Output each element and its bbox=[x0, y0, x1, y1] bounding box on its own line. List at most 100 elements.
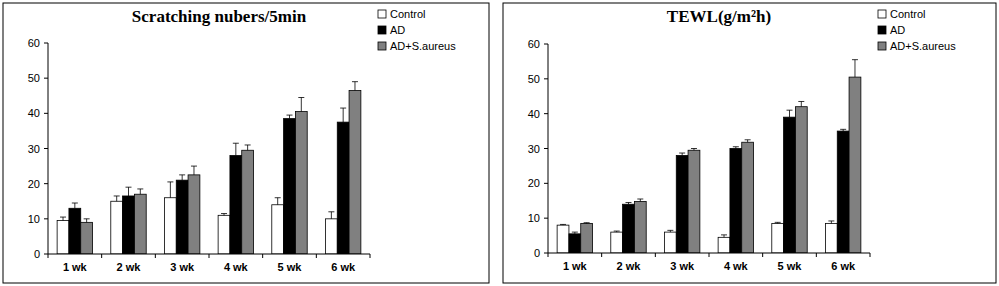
y-axis bbox=[48, 43, 49, 254]
y-tick-label: 0 bbox=[34, 248, 40, 260]
error-bar bbox=[167, 182, 173, 198]
legend-label: AD+S.aureus bbox=[390, 40, 456, 52]
legend-label: Control bbox=[390, 8, 425, 20]
bar bbox=[557, 225, 569, 253]
x-tick-label: 2 wk bbox=[117, 261, 142, 273]
legend-swatch bbox=[878, 10, 886, 18]
y-tick bbox=[44, 254, 48, 255]
bar bbox=[284, 119, 296, 254]
bar bbox=[676, 155, 688, 253]
bar bbox=[337, 122, 349, 254]
y-tick bbox=[544, 148, 548, 149]
x-tick bbox=[316, 254, 317, 258]
x-tick-label: 4 wk bbox=[724, 260, 749, 272]
chart-frame bbox=[503, 3, 996, 283]
bar bbox=[57, 221, 69, 254]
bar bbox=[230, 156, 242, 254]
x-tick bbox=[762, 253, 763, 257]
bar bbox=[581, 223, 593, 253]
y-tick-label: 40 bbox=[528, 108, 540, 120]
y-tick bbox=[44, 43, 48, 44]
legend-swatch bbox=[378, 10, 386, 18]
error-bar bbox=[114, 196, 120, 201]
y-tick-label: 20 bbox=[528, 177, 540, 189]
chart-frame bbox=[3, 3, 489, 283]
bar bbox=[81, 222, 93, 254]
legend-label: AD+S.aureus bbox=[890, 40, 956, 52]
x-tick bbox=[655, 253, 656, 257]
x-tick-label: 1 wk bbox=[563, 260, 588, 272]
x-tick-label: 4 wk bbox=[224, 261, 249, 273]
x-tick-label: 5 wk bbox=[778, 260, 803, 272]
error-bar bbox=[775, 222, 781, 223]
legend-swatch bbox=[878, 42, 886, 50]
error-bar bbox=[352, 82, 358, 91]
error-bar bbox=[560, 224, 566, 226]
x-tick bbox=[262, 254, 263, 258]
y-tick bbox=[544, 78, 548, 79]
legend-swatch bbox=[378, 42, 386, 50]
title: Scratching nubers/5min bbox=[132, 7, 307, 26]
bar bbox=[188, 175, 200, 254]
bar bbox=[784, 117, 796, 253]
bar bbox=[272, 205, 284, 254]
error-bar bbox=[721, 235, 727, 237]
chart: TEWL(g/m²h)01020304050601 wk2 wk3 wk4 wk… bbox=[503, 3, 996, 283]
legend-swatch bbox=[878, 26, 886, 34]
error-bar bbox=[852, 60, 858, 77]
x-tick bbox=[209, 254, 210, 258]
x-tick-label: 3 wk bbox=[670, 260, 695, 272]
legend-label: AD bbox=[890, 24, 905, 36]
y-tick bbox=[544, 253, 548, 254]
bar bbox=[134, 194, 146, 254]
bar bbox=[218, 215, 230, 254]
bar bbox=[123, 196, 135, 254]
y-tick-label: 40 bbox=[28, 107, 40, 119]
error-bar bbox=[126, 187, 132, 196]
error-bar bbox=[137, 189, 143, 194]
bar bbox=[718, 237, 730, 253]
legend-swatch bbox=[378, 26, 386, 34]
y-tick-label: 30 bbox=[528, 143, 540, 155]
x-tick-label: 6 wk bbox=[831, 260, 856, 272]
x-tick-label: 2 wk bbox=[617, 260, 642, 272]
bar bbox=[730, 149, 742, 254]
error-bar bbox=[179, 175, 185, 180]
error-bar bbox=[60, 217, 66, 221]
error-bar bbox=[614, 231, 620, 232]
y-tick bbox=[544, 44, 548, 45]
x-tick bbox=[709, 253, 710, 257]
bar bbox=[569, 234, 581, 253]
y-tick-label: 50 bbox=[528, 73, 540, 85]
y-tick bbox=[544, 113, 548, 114]
y-tick-label: 50 bbox=[28, 72, 40, 84]
title: TEWL(g/m²h) bbox=[667, 7, 771, 26]
page: Scratching nubers/5min 0 10 20 30 40 50 60 1 wk 2… bbox=[0, 0, 999, 286]
y-tick bbox=[544, 183, 548, 184]
bar bbox=[325, 219, 337, 254]
error-bar bbox=[191, 166, 197, 175]
y-tick bbox=[44, 218, 48, 219]
error-bar bbox=[221, 214, 227, 216]
error-bar bbox=[840, 129, 846, 131]
y-tick-label: 10 bbox=[528, 212, 540, 224]
y-tick-label: 60 bbox=[28, 37, 40, 49]
error-bar bbox=[72, 203, 78, 208]
error-bar bbox=[572, 232, 578, 234]
bar bbox=[772, 223, 784, 253]
marks bbox=[57, 82, 361, 254]
error-bar bbox=[733, 147, 739, 149]
error-bar bbox=[637, 199, 643, 201]
bar bbox=[164, 198, 176, 254]
y-tick bbox=[44, 78, 48, 79]
bar bbox=[611, 232, 623, 253]
error-bar bbox=[691, 149, 697, 151]
bar bbox=[111, 201, 123, 254]
y-tick bbox=[44, 113, 48, 114]
x-tick bbox=[101, 254, 102, 258]
error-bar bbox=[328, 212, 334, 219]
bar bbox=[688, 150, 700, 253]
y-tick-label: 10 bbox=[28, 213, 40, 225]
marks bbox=[557, 60, 861, 253]
error-bar bbox=[828, 221, 834, 223]
